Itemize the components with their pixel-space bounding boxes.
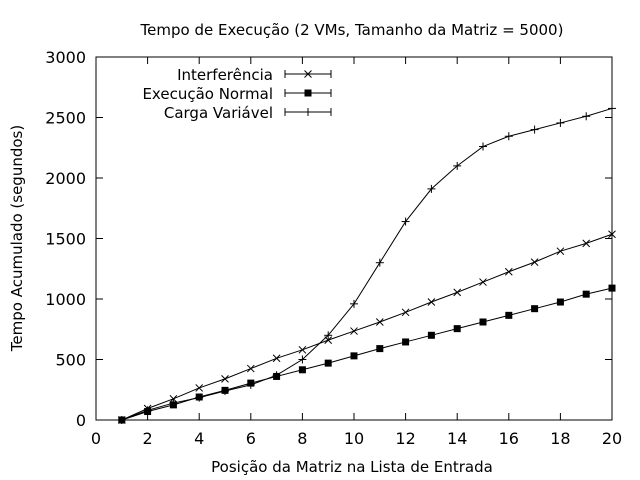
x-tick-label: 20 [602, 429, 622, 448]
data-point-square [531, 305, 539, 313]
data-point-x [582, 239, 591, 248]
data-point-x [298, 345, 307, 354]
data-point-plus [324, 331, 333, 340]
y-tick-label: 0 [76, 411, 86, 430]
data-point-x [195, 384, 204, 392]
data-point-plus [504, 132, 513, 141]
y-tick-label: 3000 [45, 48, 86, 67]
data-point-plus [143, 406, 152, 415]
data-point-x [556, 247, 565, 256]
x-axis: 0 2 4 6 8 10 12 14 16 18 20 [91, 57, 622, 448]
x-tick-label: 16 [499, 429, 519, 448]
data-point-plus [375, 258, 384, 267]
series-line [121, 107, 613, 421]
data-point-square [350, 352, 358, 360]
data-point-x [401, 308, 410, 317]
x-tick-label: 12 [395, 429, 415, 448]
data-point-x [479, 278, 487, 286]
x-tick-label: 2 [143, 429, 153, 448]
data-point-plus [272, 371, 281, 380]
legend-item: Carga Variável [164, 104, 332, 122]
y-axis: 0 500 1000 1500 2000 2500 3000 [45, 48, 612, 430]
data-point-x [304, 70, 312, 78]
data-point-x [453, 288, 462, 297]
data-point-plus [453, 161, 462, 170]
legend-label: Execução Normal [142, 85, 273, 103]
x-tick-label: 14 [447, 429, 467, 448]
legend-item: Execução Normal [142, 85, 332, 103]
data-point-x [272, 354, 281, 363]
y-tick-label: 2500 [45, 109, 86, 128]
x-tick-label: 18 [550, 429, 570, 448]
series-0 [117, 230, 616, 424]
data-point-plus [246, 380, 255, 389]
data-point-x [375, 318, 384, 326]
y-tick-label: 1500 [45, 230, 86, 249]
data-point-square [427, 331, 435, 339]
data-point-plus [169, 399, 178, 408]
data-point-x [504, 267, 513, 276]
data-point-square [402, 338, 410, 346]
x-tick-label: 0 [91, 429, 101, 448]
data-point-square [479, 318, 487, 326]
y-axis-label: Tempo Acumulado (segundos) [8, 125, 26, 352]
data-point-square [556, 298, 564, 306]
data-point-plus [530, 125, 539, 134]
x-tick-label: 8 [297, 429, 307, 448]
data-point-x [608, 230, 616, 239]
data-point-square [324, 359, 332, 367]
data-point-x [246, 364, 255, 373]
x-tick-label: 10 [344, 429, 364, 448]
data-point-x [530, 258, 539, 266]
series-2 [117, 104, 616, 424]
data-point-plus [582, 112, 591, 121]
legend-label: Carga Variável [164, 104, 273, 122]
data-point-plus [117, 416, 126, 424]
data-point-square [582, 290, 590, 298]
data-point-plus [304, 108, 312, 116]
data-point-square [298, 366, 306, 374]
data-point-square [608, 284, 616, 292]
data-point-square [453, 325, 461, 333]
x-axis-label: Posição da Matriz na Lista de Entrada [211, 458, 493, 476]
data-point-square [376, 345, 384, 353]
data-point-plus [608, 104, 616, 113]
data-point-x [169, 394, 178, 403]
data-point-plus [401, 217, 410, 226]
y-tick-label: 500 [55, 351, 86, 370]
y-tick-label: 1000 [45, 290, 86, 309]
data-point-square [505, 311, 513, 319]
legend-item: Interferência [177, 66, 332, 84]
y-tick-label: 2000 [45, 169, 86, 188]
x-tick-label: 6 [246, 429, 256, 448]
x-tick-label: 4 [194, 429, 204, 448]
data-point-plus [427, 184, 436, 193]
data-point-plus [350, 299, 358, 308]
data-point-plus [195, 393, 204, 402]
data-point-plus [221, 386, 229, 395]
chart-title: Tempo de Execução (2 VMs, Tamanho da Mat… [140, 21, 564, 39]
data-point-square [304, 89, 312, 97]
data-point-plus [298, 355, 307, 364]
series-line [121, 233, 613, 421]
data-point-x [221, 375, 229, 383]
data-point-plus [479, 142, 487, 151]
series-layer [117, 104, 616, 424]
data-point-x [350, 327, 358, 335]
series-1 [118, 284, 616, 424]
data-point-plus [556, 118, 565, 127]
legend-label: Interferência [177, 66, 273, 84]
series-line [121, 287, 613, 421]
data-point-x [427, 298, 436, 306]
